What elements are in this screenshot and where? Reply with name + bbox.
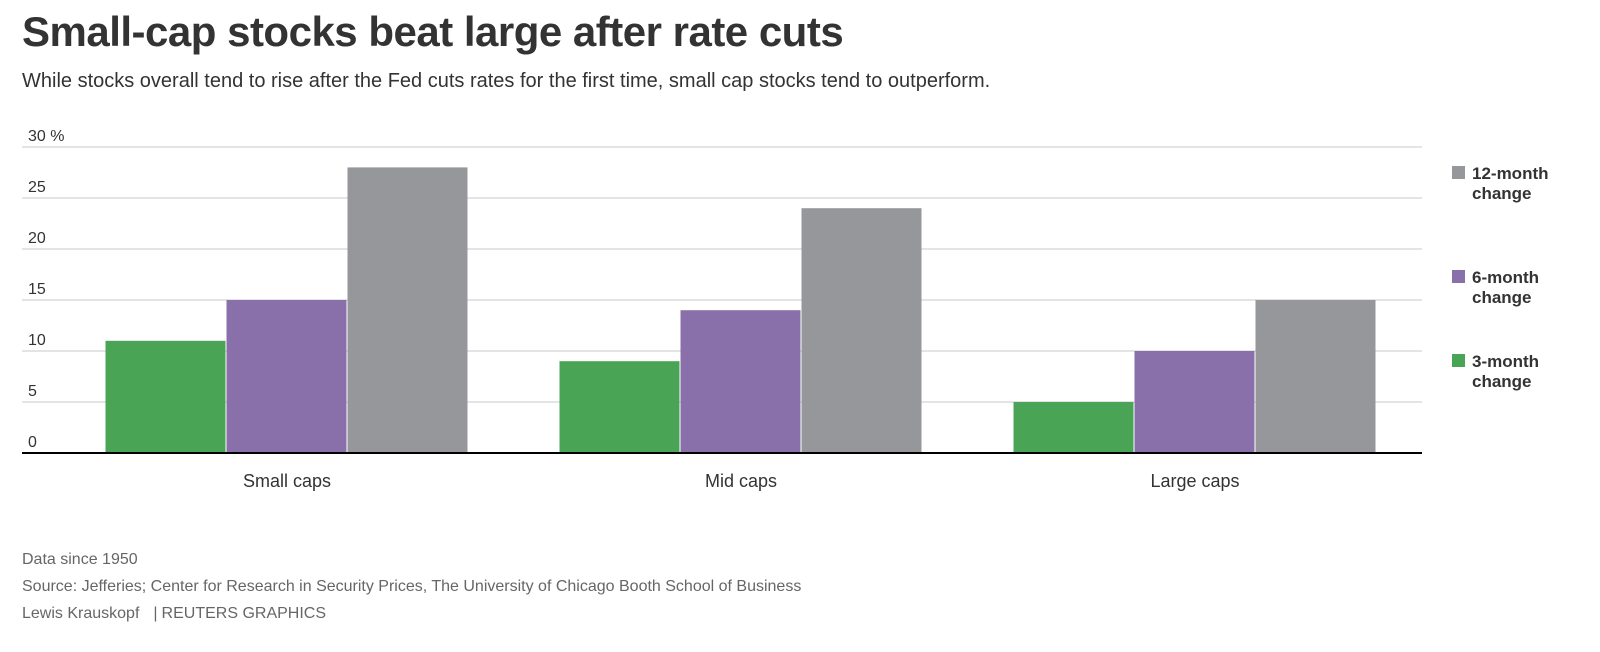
legend-swatch bbox=[1452, 354, 1465, 367]
bar-3-month-change-1 bbox=[559, 361, 680, 453]
footer-author: Lewis Krauskopf bbox=[22, 605, 140, 622]
bar-3-month-change-0 bbox=[105, 340, 226, 453]
footer-note: Data since 1950 bbox=[22, 551, 138, 568]
y-tick-label: 25 bbox=[28, 179, 46, 196]
y-tick-label: 20 bbox=[28, 230, 46, 247]
bar-12-month-change-1 bbox=[801, 208, 922, 453]
footer-publisher: REUTERS GRAPHICS bbox=[161, 605, 327, 622]
y-tick-label: 30 % bbox=[28, 128, 64, 145]
bar-12-month-change-2 bbox=[1255, 300, 1376, 453]
legend-swatch bbox=[1452, 166, 1465, 179]
bar-6-month-change-0 bbox=[226, 300, 347, 453]
bar-6-month-change-2 bbox=[1134, 351, 1255, 453]
legend-label: 12-month bbox=[1472, 164, 1549, 183]
footer-credit: Lewis Krauskopf | REUTERS GRAPHICS bbox=[22, 605, 326, 623]
y-tick-label: 15 bbox=[28, 281, 46, 298]
x-tick-label: Large caps bbox=[1150, 471, 1239, 491]
legend-label: change bbox=[1472, 288, 1532, 307]
footer-source: Source: Jefferies; Center for Research i… bbox=[22, 578, 802, 595]
footer-separator: | bbox=[153, 605, 158, 622]
legend-label: change bbox=[1472, 184, 1532, 203]
x-tick-label: Small caps bbox=[243, 471, 331, 491]
chart-title: Small-cap stocks beat large after rate c… bbox=[22, 8, 844, 55]
y-tick-label: 0 bbox=[28, 434, 37, 451]
legend-swatch bbox=[1452, 270, 1465, 283]
bar-3-month-change-2 bbox=[1013, 402, 1134, 453]
y-tick-label: 5 bbox=[28, 383, 37, 400]
bar-6-month-change-1 bbox=[680, 310, 801, 453]
chart-subtitle: While stocks overall tend to rise after … bbox=[22, 70, 991, 92]
legend-label: 6-month bbox=[1472, 268, 1539, 287]
x-tick-label: Mid caps bbox=[705, 471, 777, 491]
legend-label: 3-month bbox=[1472, 352, 1539, 371]
legend-label: change bbox=[1472, 372, 1532, 391]
bar-12-month-change-0 bbox=[347, 167, 468, 453]
y-tick-label: 10 bbox=[28, 332, 46, 349]
bar-chart: 0 5 10 15 20 25 30 % Small caps Mid caps Large ca… bbox=[22, 128, 1549, 491]
